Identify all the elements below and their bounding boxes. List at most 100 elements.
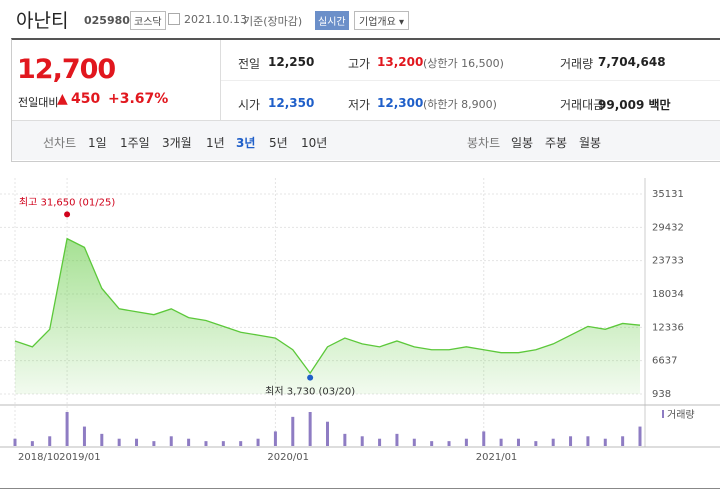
area [15,238,640,394]
y-tick-label: 12336 [652,322,684,333]
volume-bar [482,431,486,446]
stat-note: (상한가 16,500) [423,57,504,70]
volume-bar [169,436,173,446]
volume-bar [343,433,347,446]
x-tick-label: 2019/01 [59,452,101,463]
legend-label: 거래량 [667,409,695,421]
company-button[interactable]: 기업개요 ▾ [354,11,410,30]
y-tick-label: 938 [652,389,671,400]
volume-bar [603,438,607,446]
tab[interactable]: 1주일 [120,136,150,150]
volume-bar [30,441,34,446]
y-tick-label: 29432 [652,222,684,233]
legend-swatch [662,410,664,418]
divider [221,80,720,81]
volume-bar [221,441,225,446]
y-tick-label: 18034 [652,289,684,300]
x-tick-label: 2021/01 [476,452,518,463]
tab[interactable]: 3개월 [162,136,192,150]
tab-bar [12,120,720,160]
volume-bar [378,438,382,446]
realtime-button[interactable]: 실시간 [315,11,349,30]
volume-bar [291,416,295,446]
tab[interactable]: 5년 [269,136,288,150]
y-tick-label: 23733 [652,256,684,267]
tab[interactable]: 1년 [206,136,225,150]
x-tick-label: 2018/10 [18,452,60,463]
tab-label: 봉차트 [467,136,501,150]
volume-bar [204,441,208,446]
volume-bar [308,412,312,446]
stat-label: 전일 [238,57,261,71]
stat-note: (하한가 8,900) [423,98,497,111]
volume-bar [117,438,121,446]
volume-bar [100,433,104,446]
tab[interactable]: 월봉 [579,136,602,150]
volume-bar [48,436,52,446]
tab[interactable]: 주봉 [545,136,568,150]
volume-bar [412,438,416,446]
volume-bar [65,412,69,446]
volume-bar [551,438,555,446]
stat-value: 7,704,648 [598,55,666,69]
volume-bar [586,436,590,446]
stat-label: 저가 [348,98,371,112]
volume-bar [395,433,399,446]
stock-code: 025980 [84,14,130,27]
volume-bar [621,436,625,446]
y-tick-label: 35131 [652,189,684,200]
volume-bar [256,438,260,446]
stock-name: 아난티 [16,10,69,32]
company-label: 기업개요 [359,17,396,28]
tab[interactable]: 일봉 [511,136,534,150]
date: 2021.10.13 [184,13,247,26]
volume-bar [187,438,191,446]
tab-label: 선차트 [43,136,77,150]
annotation: 최고 31,650 (01/25) [19,196,115,208]
annotation-dot [64,211,71,218]
basis: 기준(장마감) [243,15,303,28]
volume-bar [516,438,520,446]
change: 450 [71,91,101,107]
footer-line [0,488,720,489]
change-label: 전일대비 [18,96,59,109]
quote-box [11,38,720,162]
change-pct: +3.67% [108,91,169,107]
calendar-icon [168,13,180,25]
stat-label: 거래대금 [560,98,605,112]
volume-bar [464,438,468,446]
x-tick-label: 2020/01 [267,452,309,463]
volume-bar [152,441,156,446]
volume-bar [569,436,573,446]
stat-value: 12,250 [268,55,315,69]
volume-bar [430,441,434,446]
up-icon: ▲ [57,91,68,107]
stat-value: 12,350 [268,96,315,110]
stat-label: 시가 [238,98,261,112]
annotation: 최저 3,730 (03/20) [265,386,355,398]
volume-bar [82,426,86,446]
divider [220,40,221,120]
volume-bar [239,441,243,446]
stat-label: 거래량 [560,57,594,71]
price: 12,700 [17,54,116,85]
tab[interactable]: 3년 [236,136,256,150]
y-tick-label: 6637 [652,356,677,367]
stat-label: 고가 [348,57,371,71]
tab[interactable]: 1일 [88,136,107,150]
market-badge: 코스닥 [130,11,166,30]
annotation-dot [307,374,314,381]
volume-bar [447,441,451,446]
volume-bar [360,436,364,446]
volume-bar [638,426,642,446]
tab[interactable]: 10년 [301,136,328,150]
volume-bar [273,431,277,446]
stat-value: 99,009 백만 [598,98,671,112]
volume-bar [135,438,139,446]
volume-bar [13,438,17,446]
volume-bar [499,438,503,446]
volume-bar [534,441,538,446]
volume-bar [326,421,329,446]
